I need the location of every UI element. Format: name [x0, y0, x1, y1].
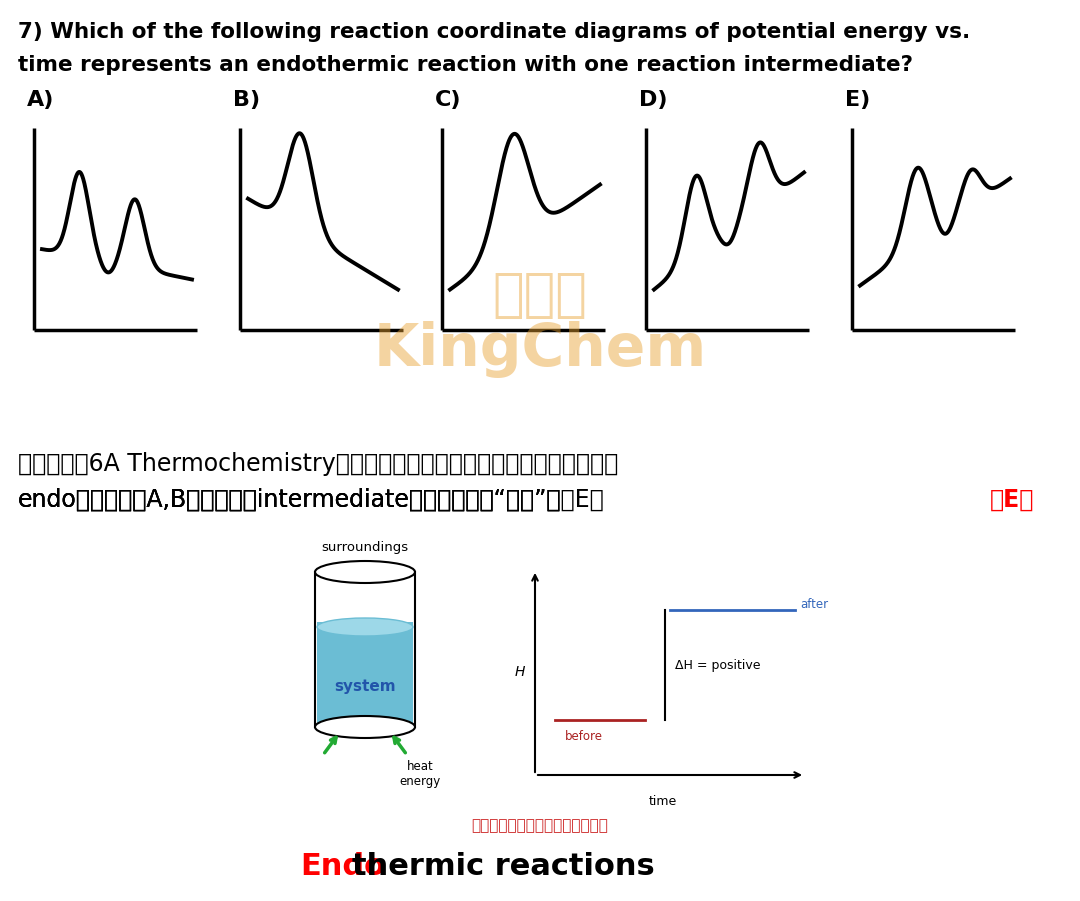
Text: B): B) — [233, 90, 260, 110]
Text: thermic reactions: thermic reactions — [352, 852, 654, 881]
Text: 解析：考察6A Thermochemistry。非常简单的一道题，用排除法，题目问的是: 解析：考察6A Thermochemistry。非常简单的一道题，用排除法，题目… — [18, 452, 618, 476]
Text: time: time — [648, 795, 677, 808]
Text: Endo: Endo — [300, 852, 384, 881]
Text: 7) Which of the following reaction coordinate diagrams of potential energy vs.: 7) Which of the following reaction coord… — [18, 22, 970, 42]
Text: after: after — [800, 598, 828, 612]
Text: ΔH = positive: ΔH = positive — [675, 659, 760, 671]
Text: 选E。: 选E。 — [990, 488, 1035, 512]
Text: endo，那就排除A,B了。有一个intermediate，就只有一个“凹陷”，: endo，那就排除A,B了。有一个intermediate，就只有一个“凹陷”， — [18, 488, 562, 512]
Text: 注：只有极少数的反应是吸热的。: 注：只有极少数的反应是吸热的。 — [472, 818, 608, 833]
Text: endo，那就排除A,B了。有一个intermediate，就只有一个“凹陷”，选E。: endo，那就排除A,B了。有一个intermediate，就只有一个“凹陷”，… — [18, 488, 605, 512]
Text: endo，那就排除A,B了。有一个intermediate，就只有一个“凹陷”，: endo，那就排除A,B了。有一个intermediate，就只有一个“凹陷”， — [18, 488, 562, 512]
Ellipse shape — [318, 618, 413, 636]
Text: H: H — [515, 666, 525, 679]
Text: heat
energy: heat energy — [400, 760, 441, 788]
Text: before: before — [565, 730, 603, 743]
Text: D): D) — [639, 90, 667, 110]
Text: system: system — [334, 679, 395, 695]
Text: A): A) — [27, 90, 54, 110]
Text: 公众号: 公众号 — [492, 269, 588, 321]
Text: C): C) — [435, 90, 461, 110]
Text: E): E) — [845, 90, 870, 110]
Ellipse shape — [315, 716, 415, 738]
Text: surroundings: surroundings — [322, 541, 408, 554]
Text: time represents an endothermic reaction with one reaction intermediate?: time represents an endothermic reaction … — [18, 55, 913, 75]
Bar — [318, 622, 413, 725]
Text: KingChem: KingChem — [374, 322, 706, 378]
